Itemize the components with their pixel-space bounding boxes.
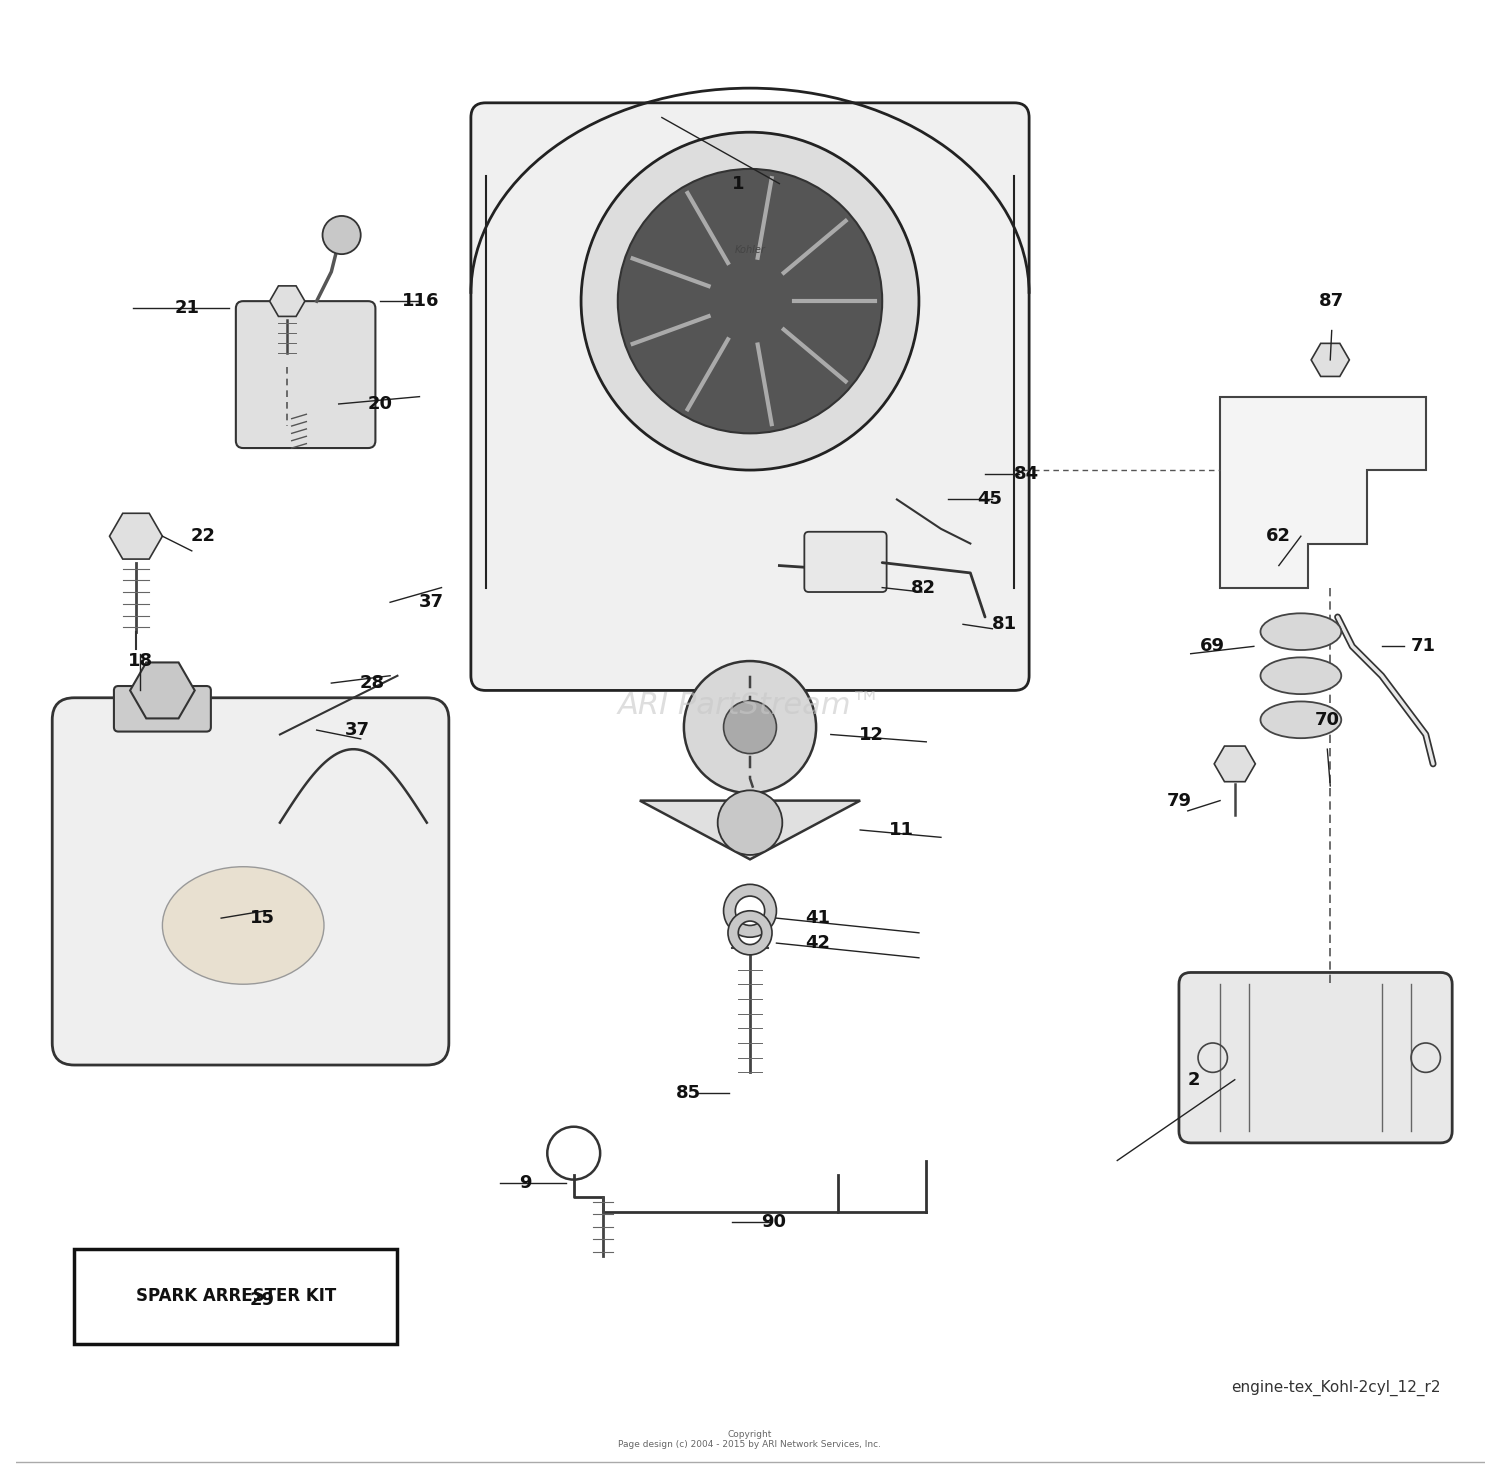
Polygon shape	[1311, 344, 1350, 376]
Text: 2: 2	[1188, 1071, 1200, 1089]
Circle shape	[618, 169, 882, 433]
Ellipse shape	[162, 867, 324, 984]
FancyBboxPatch shape	[1179, 972, 1452, 1143]
Polygon shape	[270, 286, 304, 316]
FancyBboxPatch shape	[114, 686, 212, 732]
FancyBboxPatch shape	[53, 698, 448, 1065]
Text: 20: 20	[368, 395, 393, 413]
Text: 37: 37	[419, 593, 444, 611]
Text: 18: 18	[128, 652, 153, 670]
Text: 28: 28	[360, 674, 386, 692]
Text: 71: 71	[1410, 638, 1436, 655]
Circle shape	[723, 701, 777, 754]
Text: Copyright
Page design (c) 2004 - 2015 by ARI Network Services, Inc.: Copyright Page design (c) 2004 - 2015 by…	[618, 1429, 882, 1450]
Circle shape	[580, 132, 920, 470]
Circle shape	[684, 661, 816, 793]
Text: 84: 84	[1014, 466, 1038, 483]
Text: engine-tex_Kohl-2cyl_12_r2: engine-tex_Kohl-2cyl_12_r2	[1232, 1379, 1440, 1397]
Text: 90: 90	[760, 1213, 786, 1231]
Text: ARI PartStream™: ARI PartStream™	[618, 690, 882, 720]
Text: 82: 82	[910, 579, 936, 596]
Text: 15: 15	[251, 909, 274, 927]
Text: 116: 116	[402, 292, 439, 310]
Text: 22: 22	[190, 527, 216, 545]
Circle shape	[717, 790, 783, 855]
Text: 11: 11	[890, 821, 914, 839]
Ellipse shape	[1260, 658, 1341, 693]
Ellipse shape	[1260, 614, 1341, 649]
FancyBboxPatch shape	[75, 1249, 398, 1344]
Polygon shape	[1220, 397, 1425, 588]
FancyBboxPatch shape	[471, 103, 1029, 690]
Circle shape	[322, 216, 360, 254]
Text: 41: 41	[806, 909, 830, 927]
Text: SPARK ARRESTER KIT: SPARK ARRESTER KIT	[135, 1287, 336, 1306]
Text: 21: 21	[176, 300, 200, 317]
Text: 37: 37	[345, 721, 370, 739]
Text: 85: 85	[675, 1084, 700, 1102]
Polygon shape	[640, 801, 860, 859]
Polygon shape	[110, 513, 162, 560]
Text: 87: 87	[1318, 292, 1344, 310]
Polygon shape	[130, 663, 195, 718]
Text: Kohler: Kohler	[735, 245, 765, 254]
Polygon shape	[1214, 746, 1255, 782]
Text: 29: 29	[251, 1291, 274, 1309]
Text: 79: 79	[1167, 792, 1191, 809]
Text: 62: 62	[1266, 527, 1292, 545]
Text: 45: 45	[976, 491, 1002, 508]
Text: 12: 12	[859, 726, 885, 743]
Text: 42: 42	[806, 934, 830, 952]
Text: 69: 69	[1200, 638, 1225, 655]
FancyBboxPatch shape	[804, 532, 886, 592]
Text: 81: 81	[992, 616, 1017, 633]
Text: 9: 9	[519, 1174, 531, 1191]
Text: 70: 70	[1316, 711, 1340, 729]
Ellipse shape	[1260, 702, 1341, 737]
FancyBboxPatch shape	[236, 301, 375, 448]
Text: 1: 1	[732, 175, 744, 192]
